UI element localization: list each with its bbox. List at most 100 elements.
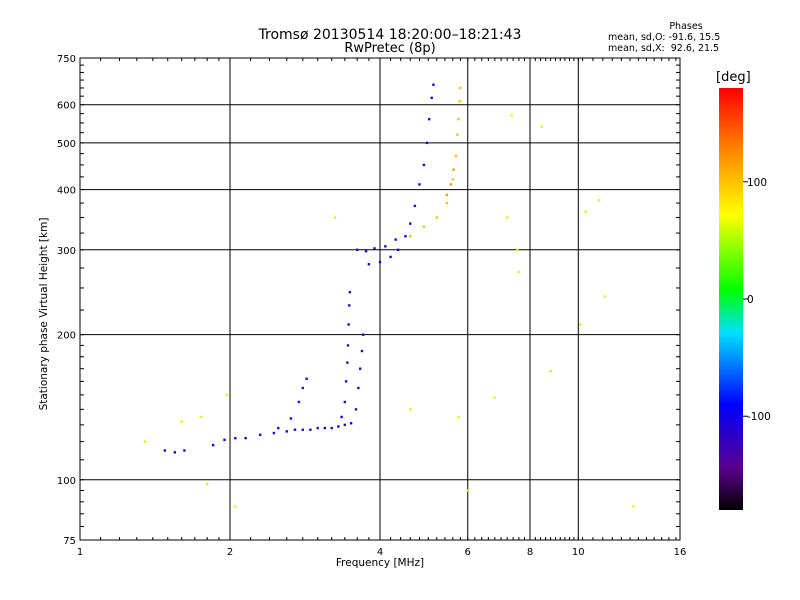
data-point <box>425 141 429 145</box>
phase-stats: Phases mean, sd,O: -91.6, 15.5 mean, sd,… <box>596 21 746 54</box>
data-point <box>205 482 209 486</box>
data-point <box>584 210 587 213</box>
data-point <box>234 436 237 440</box>
data-point <box>445 201 449 205</box>
y-tick-label: 600 <box>57 101 76 112</box>
data-point <box>272 431 276 435</box>
data-point <box>225 393 228 397</box>
data-point <box>430 96 433 100</box>
y-tick-label: 75 <box>63 536 76 547</box>
data-point <box>451 178 455 181</box>
data-point <box>456 133 459 136</box>
data-point <box>449 183 453 186</box>
data-point <box>493 396 497 399</box>
data-point <box>517 270 521 274</box>
colorbar-ticks: 100 0 -100 <box>743 177 771 423</box>
grid-lines <box>80 58 680 540</box>
data-point <box>301 428 305 431</box>
data-point <box>277 426 280 430</box>
data-point <box>343 400 347 404</box>
data-point <box>343 423 347 427</box>
data-point <box>360 349 364 353</box>
colorbar <box>719 88 743 510</box>
data-point <box>211 443 215 447</box>
data-point <box>603 295 606 298</box>
data-point <box>180 420 183 423</box>
data-point <box>364 250 368 253</box>
data-point <box>409 222 412 225</box>
data-point <box>505 216 509 219</box>
data-point <box>285 430 288 433</box>
data-point <box>632 505 635 508</box>
data-point <box>367 263 371 266</box>
data-point <box>394 238 397 241</box>
data-point <box>333 216 337 219</box>
phase-stats-x: mean, sd,X: 92.6, 21.5 <box>608 43 720 54</box>
data-point <box>340 415 343 419</box>
data-point <box>413 204 417 208</box>
data-point <box>422 163 426 167</box>
data-point <box>457 117 460 121</box>
data-point <box>597 199 601 202</box>
data-point <box>452 168 455 171</box>
data-point <box>323 426 327 430</box>
data-point <box>316 426 319 430</box>
y-tick-label: 750 <box>57 54 76 65</box>
data-point <box>458 100 461 103</box>
data-point <box>346 361 349 364</box>
data-point <box>346 344 350 347</box>
chart-subtitle: RwPretec (8p) <box>344 41 436 56</box>
data-point <box>454 154 458 158</box>
phase-stats-title: Phases <box>669 21 703 32</box>
data-point <box>457 415 460 419</box>
data-point <box>466 489 469 492</box>
y-tick-label: 200 <box>57 331 76 342</box>
data-point <box>459 86 462 90</box>
data-point <box>358 367 362 370</box>
data-point <box>183 449 186 452</box>
y-axis-label: Stationary phase Virtual Height [km] <box>38 217 50 411</box>
data-point <box>349 422 353 425</box>
y-tick-label: 300 <box>57 246 76 257</box>
colorbar-label: [deg] <box>716 70 751 85</box>
data-point <box>337 425 340 428</box>
data-point <box>445 193 449 197</box>
data-point <box>234 505 237 508</box>
data-point <box>173 451 177 454</box>
colorbar-tick-label: -100 <box>747 411 771 423</box>
data-points <box>143 83 635 508</box>
data-point <box>516 248 519 252</box>
data-point <box>396 248 400 252</box>
x-tick-label: 2 <box>227 547 233 558</box>
data-point <box>384 245 387 248</box>
data-point <box>347 323 350 326</box>
data-point <box>301 386 305 390</box>
data-point <box>422 225 426 228</box>
data-point <box>305 377 308 380</box>
data-point <box>163 449 167 452</box>
data-point <box>432 83 435 86</box>
data-point <box>540 125 544 128</box>
chart-title: Tromsø 20130514 18:20:00–18:21:43 <box>258 27 522 43</box>
x-axis-label: Frequency [MHz] <box>335 557 425 569</box>
x-tick-label: 16 <box>674 547 687 558</box>
data-point <box>309 428 312 431</box>
data-point <box>244 436 247 440</box>
y-tick-label: 500 <box>57 139 76 150</box>
data-point <box>259 433 262 436</box>
x-tick-label: 10 <box>572 547 585 558</box>
data-point <box>361 333 365 336</box>
data-point <box>389 255 392 259</box>
data-point <box>435 216 438 219</box>
data-point <box>293 428 297 431</box>
y-tick-label: 400 <box>57 186 76 197</box>
data-point <box>143 440 147 443</box>
data-point <box>404 235 407 238</box>
x-tick-label: 6 <box>465 547 471 558</box>
data-point <box>348 291 352 294</box>
data-point <box>378 260 382 264</box>
data-point <box>510 114 513 117</box>
data-point <box>297 400 301 404</box>
x-tick-label: 8 <box>527 547 533 558</box>
